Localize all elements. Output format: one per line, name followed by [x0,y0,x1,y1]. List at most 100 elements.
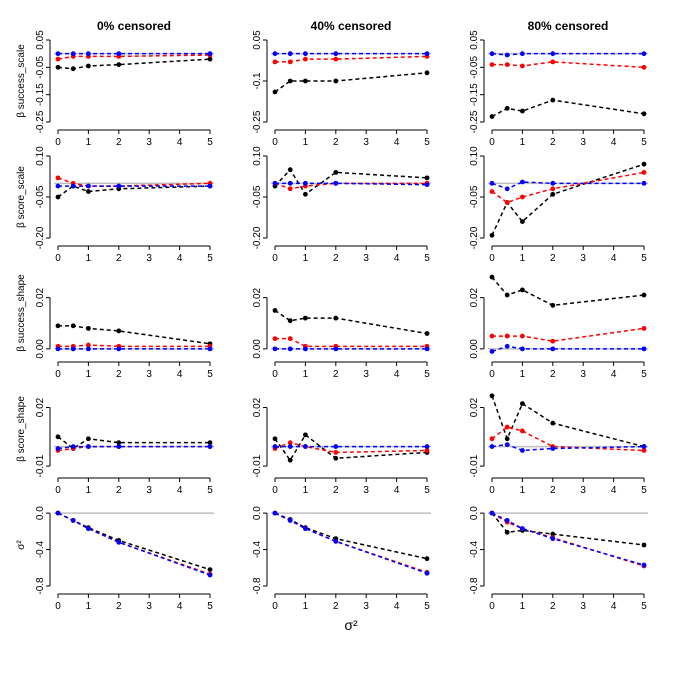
point [641,111,647,117]
point [287,180,293,186]
y-tick-label: 0.0 [35,506,46,520]
point [333,78,339,84]
y-axis-label: β score_shape [16,396,27,462]
point [550,420,556,426]
y-tick-label: -0.01 [469,454,480,477]
point [489,436,495,442]
point [424,556,430,562]
point [86,346,91,352]
series-line [57,185,211,198]
y-tick-label: 0.02 [35,397,46,417]
x-tick-label: 5 [424,137,430,148]
x-tick-label: 3 [146,601,152,612]
point [504,333,510,339]
point [70,518,76,523]
x-tick-label: 4 [394,601,400,612]
point [550,97,556,103]
point [303,432,308,438]
point [520,287,525,293]
y-tick-label: 0.0 [252,506,263,520]
point [550,346,556,352]
x-tick-label: 3 [363,485,369,496]
point [303,526,308,531]
y-axis-label: β success_scale [16,44,27,118]
point [55,434,61,440]
x-tick-label: 0 [272,137,278,148]
series-line [57,512,211,575]
point [55,446,61,451]
point [641,51,647,57]
x-tick-label: 5 [424,253,430,264]
point [116,62,122,67]
point [520,333,525,339]
panel: 0 1 2 3 4 5 0.00 0.02 β success_shape [16,274,214,380]
series-line [274,72,428,93]
panel: 0 1 2 3 4 5 -0.01 0.02 β score_shape [16,396,214,496]
y-tick-label: -0.20 [469,226,480,249]
point [641,346,647,352]
point [520,526,525,531]
x-tick-label: 1 [86,253,92,264]
point [272,510,278,516]
x-tick-label: 5 [424,601,430,612]
series-line [274,309,428,335]
x-tick-label: 5 [207,485,213,496]
point [116,183,122,189]
x-tick-label: 3 [146,485,152,496]
point [333,450,339,455]
point [489,510,495,516]
x-tick-label: 4 [394,485,400,496]
point [287,457,293,463]
series-line [491,181,644,190]
point [287,336,293,342]
x-tick-label: 0 [272,253,278,264]
x-tick-label: 5 [207,601,213,612]
x-tick-label: 2 [550,253,556,264]
x-tick-label: 4 [177,601,183,612]
x-tick-label: 0 [272,369,278,380]
point [489,114,495,119]
y-tick-label: -0.8 [252,577,263,595]
x-tick-label: 1 [303,253,309,264]
x-tick-label: 1 [303,601,309,612]
x-tick-label: 0 [55,253,61,264]
point [424,331,430,336]
series-line [491,99,645,118]
point [550,338,556,344]
x-tick-label: 2 [550,137,556,148]
x-tick-label: 3 [363,369,369,380]
point [333,538,339,544]
point [86,189,91,194]
x-tick-label: 3 [363,137,369,148]
series-line [58,344,210,348]
point [504,105,510,111]
point [55,64,61,70]
point [207,444,213,449]
y-tick-label: 0.00 [252,339,263,359]
point [504,52,510,58]
point [520,63,525,69]
x-tick-label: 2 [116,253,122,264]
point [520,428,525,434]
series-line [491,512,645,566]
point [550,191,556,197]
panel: 0 1 2 3 4 5 0.10 -0.05 -0.20 [469,146,648,264]
x-tick-label: 3 [580,369,586,380]
x-tick-label: 0 [272,601,278,612]
y-tick-label: -0.01 [252,454,263,477]
panel: 0 1 2 3 4 5 0.10 -0.05 -0.20 β score_scale [16,146,214,264]
point [116,444,122,449]
point [207,56,213,62]
x-tick-label: 1 [520,485,526,496]
point [520,346,525,352]
y-tick-label: 0.02 [35,287,46,307]
point [520,51,525,57]
x-tick-label: 2 [550,601,556,612]
x-tick-label: 5 [641,601,647,612]
point [641,444,647,449]
point [116,346,122,352]
series-line [491,443,645,452]
point [207,567,213,572]
point [86,51,91,57]
point [70,444,76,449]
